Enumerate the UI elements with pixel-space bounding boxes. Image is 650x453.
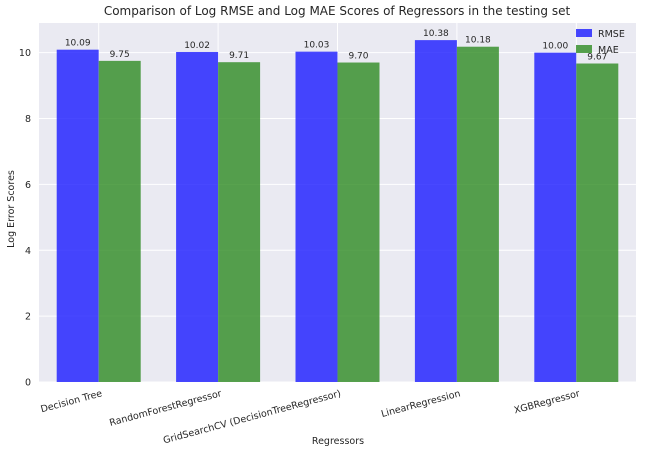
legend: RMSE MAE	[576, 29, 625, 56]
y-axis-ticks: 0 2 4 6 8 10	[19, 48, 31, 388]
chart-title: Comparison of Log RMSE and Log MAE Score…	[104, 4, 571, 18]
data-label: 9.70	[348, 52, 368, 62]
bar-mae	[576, 63, 619, 382]
data-label: 10.18	[465, 36, 491, 46]
x-axis-label: Regressors	[312, 436, 364, 447]
bar-mae	[218, 62, 261, 383]
legend-label: RMSE	[598, 29, 625, 40]
bar-mae	[456, 46, 499, 383]
data-label: 10.03	[304, 41, 330, 51]
data-label: 10.00	[542, 42, 568, 52]
legend-label: MAE	[598, 45, 619, 56]
y-tick-label: 8	[25, 114, 31, 125]
data-label: 9.71	[229, 51, 249, 61]
bar-rmse	[414, 40, 457, 382]
bar-mae	[98, 60, 141, 382]
bar-rmse	[534, 52, 577, 382]
bar-mae	[337, 62, 380, 382]
bar-rmse	[56, 49, 99, 383]
data-label: 10.09	[65, 39, 91, 49]
data-label: 9.67	[587, 53, 607, 63]
y-tick-label: 0	[25, 378, 31, 389]
data-label: 10.02	[184, 41, 210, 51]
y-tick-label: 10	[19, 48, 31, 59]
bar-rmse	[176, 51, 219, 382]
bar-rmse	[295, 51, 338, 383]
y-tick-label: 2	[25, 312, 31, 323]
data-label: 9.75	[110, 50, 130, 60]
bars	[56, 40, 619, 383]
data-labels: 10.09 10.02 10.03 10.38 10.00 9.75 9.71 9.70 10.…	[65, 29, 608, 62]
legend-swatch-mae	[576, 45, 592, 53]
y-tick-label: 6	[25, 180, 31, 191]
y-tick-label: 4	[25, 246, 31, 257]
y-axis-label: Log Error Scores	[6, 170, 17, 248]
data-label: 10.38	[423, 29, 449, 39]
legend-swatch-rmse	[576, 29, 592, 37]
